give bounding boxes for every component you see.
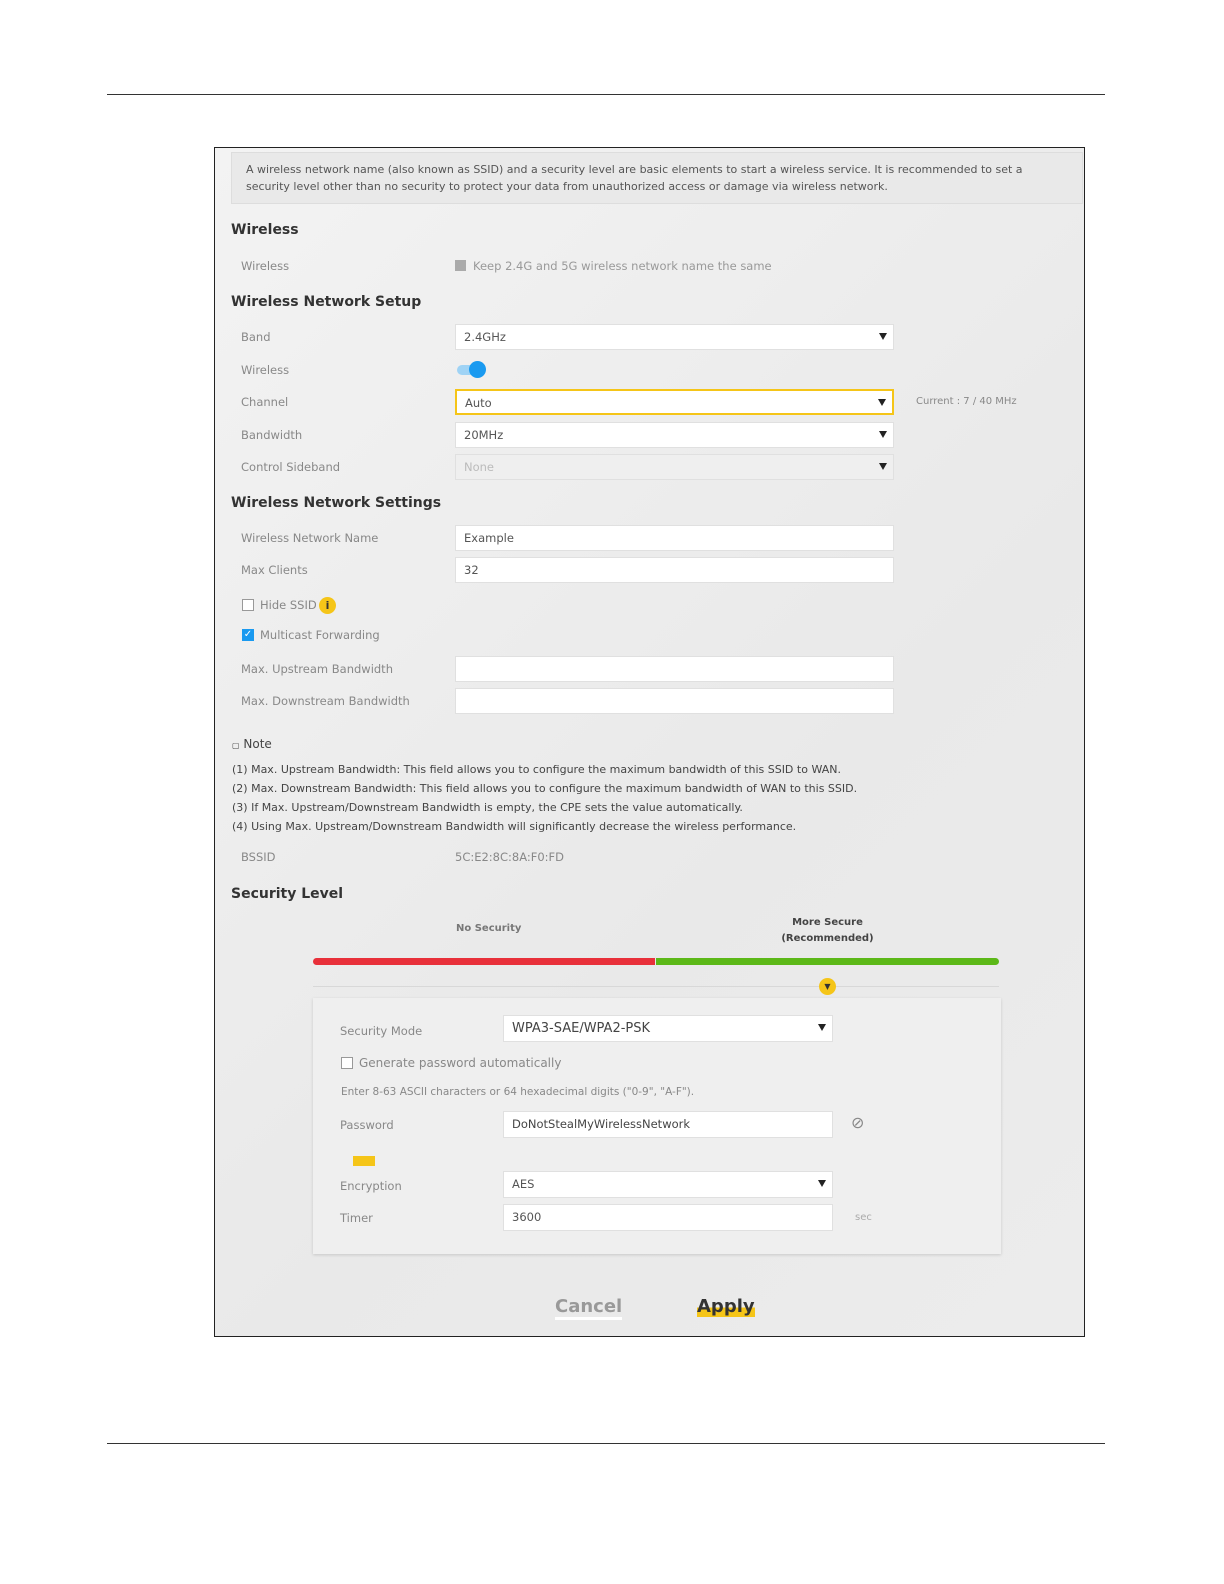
no-security-label[interactable]: No Security (456, 923, 522, 934)
security-mode-label: Security Mode (340, 1024, 423, 1038)
security-bar-green (656, 958, 999, 965)
settings-heading: Wireless Network Settings (231, 495, 442, 511)
band-select[interactable]: 2.4GHz (455, 324, 894, 350)
encryption-select[interactable]: AES (503, 1171, 833, 1198)
band-value: 2.4GHz (464, 330, 506, 344)
wireless-toggle-label: Wireless (241, 363, 290, 377)
multicast-checkbox[interactable]: ✓ (242, 629, 254, 641)
bandwidth-select[interactable]: 20MHz (455, 422, 894, 448)
channel-select[interactable]: Auto (455, 389, 894, 415)
note-line: (2) Max. Downstream Bandwidth: This fiel… (232, 782, 858, 795)
note-title: ▢ Note (232, 737, 272, 751)
password-hint: Enter 8-63 ASCII characters or 64 hexade… (341, 1086, 695, 1098)
sideband-select[interactable]: None (455, 454, 894, 480)
recommended-text: (Recommended) (781, 933, 874, 944)
upstream-input[interactable] (455, 656, 894, 682)
generate-password-checkbox[interactable] (341, 1057, 353, 1069)
security-mode-select[interactable]: WPA3-SAE/WPA2-PSK (503, 1015, 833, 1042)
chevron-down-icon (818, 1180, 826, 1187)
apply-button[interactable]: Apply (697, 1296, 755, 1317)
upstream-label: Max. Upstream Bandwidth (241, 662, 393, 676)
channel-value: Auto (465, 396, 492, 410)
security-panel: Security Mode WPA3-SAE/WPA2-PSK Generate… (313, 998, 1001, 1254)
more-secure-label[interactable]: More Secure (Recommended) (765, 915, 890, 947)
more-secure-text: More Secure (792, 917, 863, 928)
sideband-label: Control Sideband (241, 460, 341, 474)
hide-ssid-checkbox[interactable] (242, 599, 254, 611)
network-name-input[interactable]: Example (455, 525, 894, 551)
chevron-down-icon (878, 399, 886, 406)
max-clients-label: Max Clients (241, 563, 308, 577)
hide-ssid-label: Hide SSID (260, 598, 317, 612)
network-name-label: Wireless Network Name (241, 531, 379, 545)
note-line: (3) If Max. Upstream/Downstream Bandwidt… (232, 801, 743, 814)
bandwidth-label: Bandwidth (241, 428, 303, 442)
timer-label: Timer (340, 1211, 373, 1225)
downstream-label: Max. Downstream Bandwidth (241, 694, 410, 708)
highlight-mark (353, 1156, 375, 1166)
password-input[interactable]: DoNotStealMyWirelessNetwork (503, 1111, 833, 1138)
security-level-marker-icon[interactable]: ▼ (819, 978, 836, 995)
encryption-label: Encryption (340, 1179, 402, 1193)
bandwidth-value: 20MHz (464, 428, 504, 442)
intro-text: A wireless network name (also known as S… (231, 152, 1083, 204)
wireless-label: Wireless (241, 259, 290, 273)
generate-password-label: Generate password automatically (359, 1056, 562, 1070)
security-bar-red (313, 958, 655, 965)
channel-current: Current : 7 / 40 MHz (916, 396, 1017, 407)
security-mode-value: WPA3-SAE/WPA2-PSK (512, 1021, 651, 1036)
timer-input[interactable]: 3600 (503, 1204, 833, 1231)
chevron-down-icon (879, 463, 887, 470)
cancel-button[interactable]: Cancel (555, 1296, 623, 1320)
channel-label: Channel (241, 395, 289, 409)
setup-heading: Wireless Network Setup (231, 294, 422, 310)
keep-same-label: Keep 2.4G and 5G wireless network name t… (473, 259, 772, 273)
chevron-down-icon (879, 333, 887, 340)
password-label: Password (340, 1118, 394, 1132)
downstream-input[interactable] (455, 688, 894, 714)
note-title-text: Note (243, 737, 272, 751)
header-rule (107, 94, 1105, 95)
divider (313, 986, 999, 987)
wireless-toggle[interactable] (457, 361, 486, 378)
hide-password-icon[interactable]: ⊘ (851, 1113, 865, 1132)
multicast-label: Multicast Forwarding (260, 628, 380, 642)
bssid-label: BSSID (241, 850, 276, 864)
chevron-down-icon (818, 1024, 826, 1031)
timer-unit: sec (855, 1212, 872, 1223)
wireless-heading: Wireless (231, 222, 299, 238)
info-icon[interactable]: i (319, 597, 336, 614)
footer-rule (107, 1443, 1105, 1444)
security-heading: Security Level (231, 886, 344, 902)
keep-same-checkbox[interactable] (455, 260, 466, 271)
band-label: Band (241, 330, 271, 344)
note-line: (1) Max. Upstream Bandwidth: This field … (232, 763, 841, 776)
bssid-value: 5C:E2:8C:8A:F0:FD (455, 850, 565, 864)
wireless-settings-screenshot: A wireless network name (also known as S… (214, 147, 1085, 1337)
sideband-value: None (464, 460, 495, 474)
max-clients-input[interactable]: 32 (455, 557, 894, 583)
encryption-value: AES (512, 1177, 535, 1191)
chevron-down-icon (879, 431, 887, 438)
note-line: (4) Using Max. Upstream/Downstream Bandw… (232, 820, 797, 833)
